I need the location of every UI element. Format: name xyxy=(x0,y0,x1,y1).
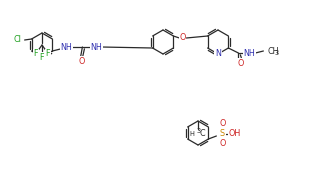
Text: O: O xyxy=(78,57,84,66)
Text: O: O xyxy=(219,120,226,129)
Text: Cl: Cl xyxy=(14,35,22,44)
Text: F: F xyxy=(40,52,44,61)
Text: NH: NH xyxy=(244,48,255,57)
Text: NH: NH xyxy=(91,43,102,52)
Text: C: C xyxy=(200,130,206,139)
Text: F: F xyxy=(46,49,50,58)
Text: 3: 3 xyxy=(197,128,201,134)
Text: H: H xyxy=(248,48,254,57)
Text: H: H xyxy=(189,131,194,137)
Text: 3: 3 xyxy=(274,50,278,56)
Text: NH: NH xyxy=(60,43,72,52)
Text: N: N xyxy=(215,48,221,57)
Text: CH: CH xyxy=(268,47,279,56)
Text: OH: OH xyxy=(228,130,241,139)
Text: O: O xyxy=(237,58,244,67)
Text: O: O xyxy=(179,34,186,43)
Text: S: S xyxy=(220,130,225,139)
Text: O: O xyxy=(219,139,226,148)
Text: F: F xyxy=(34,49,38,58)
